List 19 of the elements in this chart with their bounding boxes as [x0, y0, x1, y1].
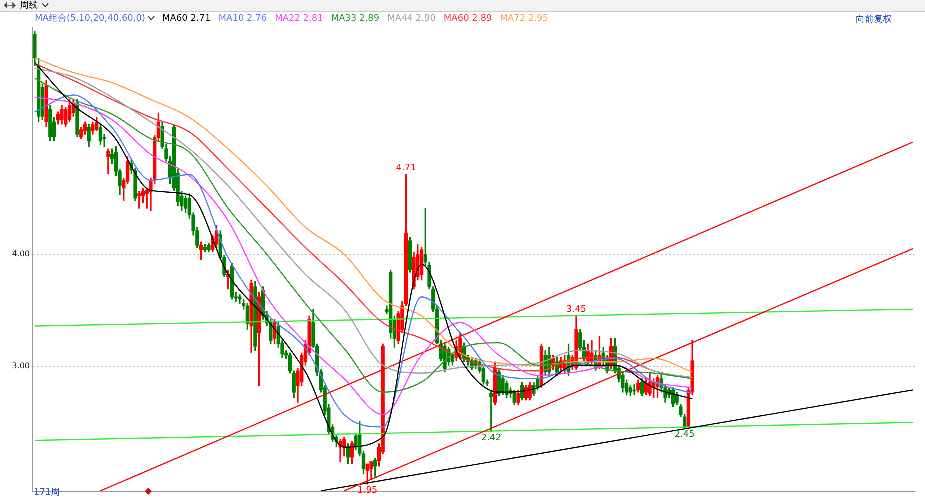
text: MA33 2.89 — [331, 14, 380, 24]
text: MA22 2.81 — [275, 14, 324, 24]
annotation: 2.45 — [674, 430, 695, 440]
chart-title: 周线 — [20, 0, 38, 12]
text: MA72 2.95 — [500, 14, 548, 24]
y-tick-label: 3.00 — [12, 362, 30, 371]
text: 向前复权 — [856, 14, 892, 26]
y-tick-label: 4.00 — [12, 250, 30, 259]
text: MA10 2.76 — [218, 14, 268, 24]
candlestick — [632, 384, 636, 395]
annotation: 2.42 — [481, 433, 502, 444]
annotation: 3.45 — [566, 305, 587, 316]
text: MA44 2.90 — [388, 14, 436, 24]
legend-title: MA组合(5,10,20,40,60,0) — [35, 12, 147, 25]
text: MA60 2.71 — [162, 14, 211, 24]
text: MA60 2.89 — [444, 14, 492, 24]
annotation: 4.71 — [396, 164, 416, 174]
annotation: 1.95 — [358, 486, 378, 496]
annotation: 171周 — [34, 487, 60, 499]
